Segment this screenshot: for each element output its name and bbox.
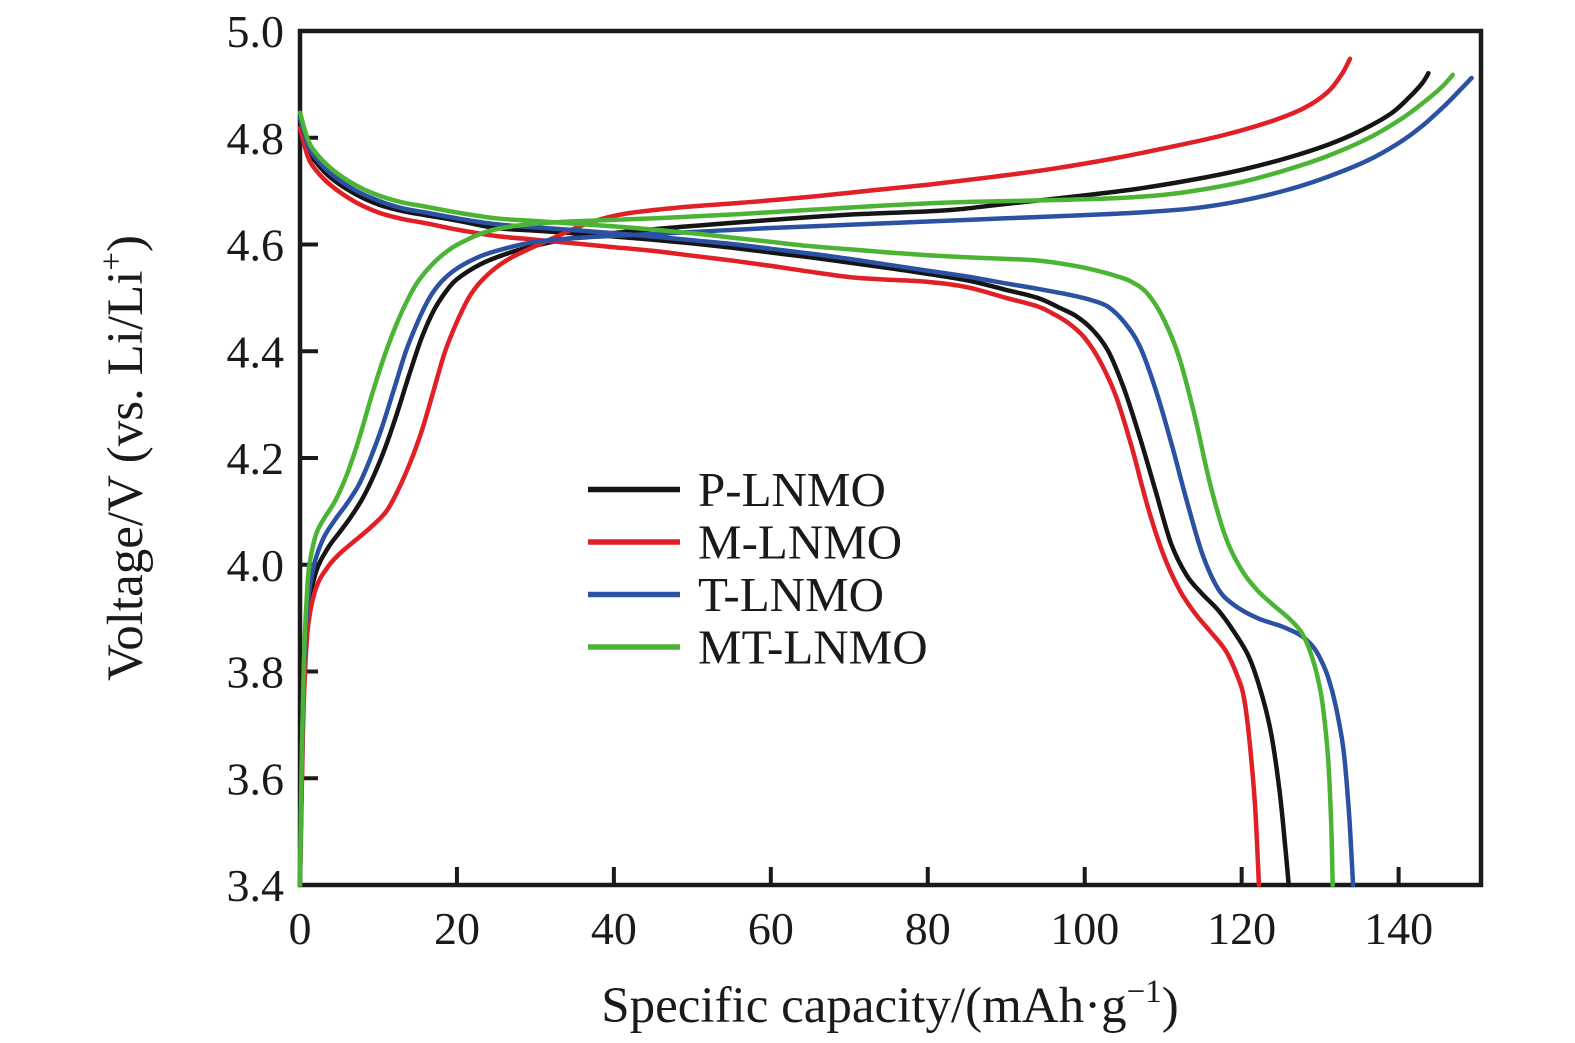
legend-label-MT-LNMO: MT-LNMO — [698, 620, 928, 675]
plot-frame — [297, 28, 1484, 888]
curves — [297, 56, 1474, 888]
y-tick-label: 5.0 — [227, 6, 285, 57]
x-tick-label: 0 — [289, 903, 312, 954]
curve-M-LNMO-discharge — [297, 125, 1262, 888]
y-axis-label: Voltage/V (vs. Li/Li+) — [94, 235, 154, 681]
x-tick-label: 20 — [434, 903, 480, 954]
y-tick-label: 3.6 — [227, 753, 285, 804]
y-tick-label: 4.2 — [227, 433, 285, 484]
legend-label-P-LNMO: P-LNMO — [698, 462, 886, 517]
x-tick-label: 100 — [1050, 903, 1119, 954]
legend-label-T-LNMO: T-LNMO — [698, 567, 884, 622]
y-tick-label: 3.4 — [227, 860, 285, 911]
x-tick-label: 140 — [1364, 903, 1433, 954]
x-axis-label: Specific capacity/(mAh·g−1) — [601, 974, 1178, 1034]
x-tick-label: 60 — [748, 903, 794, 954]
y-tick-label: 4.8 — [227, 113, 285, 164]
y-tick-label: 4.4 — [227, 326, 285, 377]
legend-label-M-LNMO: M-LNMO — [698, 515, 902, 570]
curve-P-LNMO-discharge — [297, 118, 1291, 888]
x-tick-label: 80 — [905, 903, 951, 954]
y-tick-label: 4.0 — [227, 540, 285, 591]
curve-M-LNMO-charge — [297, 56, 1353, 888]
x-tick-label: 120 — [1207, 903, 1276, 954]
x-tick-label: 40 — [591, 903, 637, 954]
y-tick-label: 3.8 — [227, 647, 285, 698]
curve-T-LNMO-charge — [297, 75, 1474, 888]
curve-MT-LNMO-discharge — [297, 110, 1335, 888]
axes-ticks: 0 20 40 60 80 100 120 140 3.4 3.6 3.8 4.0 4.2 4.4 4.6 4… — [227, 6, 1434, 954]
y-tick-label: 4.6 — [227, 220, 285, 271]
curve-T-LNMO-discharge — [297, 115, 1356, 888]
